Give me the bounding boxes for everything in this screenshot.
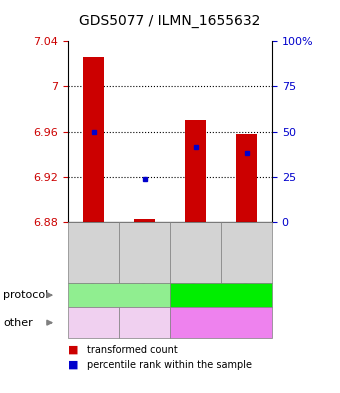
Text: transformed count: transformed count	[87, 345, 177, 355]
Bar	[170, 283, 272, 307]
Bar	[236, 134, 257, 222]
Text: ■: ■	[68, 360, 79, 370]
Text: TMEM88 depletion: TMEM88 depletion	[74, 290, 164, 300]
Text: non-targetting
shRNA: non-targetting shRNA	[192, 313, 250, 332]
Bar	[119, 307, 170, 338]
Bar	[83, 57, 104, 222]
Text: GSM1071456: GSM1071456	[140, 222, 149, 283]
Bar	[221, 222, 272, 283]
Text: percentile rank within the sample: percentile rank within the sample	[87, 360, 252, 370]
Text: protocol: protocol	[3, 290, 49, 300]
Bar	[68, 222, 119, 283]
Bar	[185, 120, 206, 222]
Bar	[134, 219, 155, 222]
Bar	[119, 222, 170, 283]
Text: other: other	[3, 318, 33, 328]
Bar	[68, 283, 170, 307]
Text: GDS5077 / ILMN_1655632: GDS5077 / ILMN_1655632	[79, 14, 261, 28]
Text: GSM1071454: GSM1071454	[191, 222, 200, 283]
Bar	[170, 222, 221, 283]
Text: control: control	[204, 290, 238, 300]
Text: GSM1071457: GSM1071457	[89, 222, 98, 283]
Text: GSM1071455: GSM1071455	[242, 222, 251, 283]
Bar	[68, 307, 119, 338]
Text: shRNA for
3'UTR of
TMEM88: shRNA for 3'UTR of TMEM88	[125, 308, 164, 338]
Text: shRNA for
first exon
of TMEM88: shRNA for first exon of TMEM88	[71, 308, 116, 338]
Bar	[170, 307, 272, 338]
Text: ■: ■	[68, 345, 79, 355]
